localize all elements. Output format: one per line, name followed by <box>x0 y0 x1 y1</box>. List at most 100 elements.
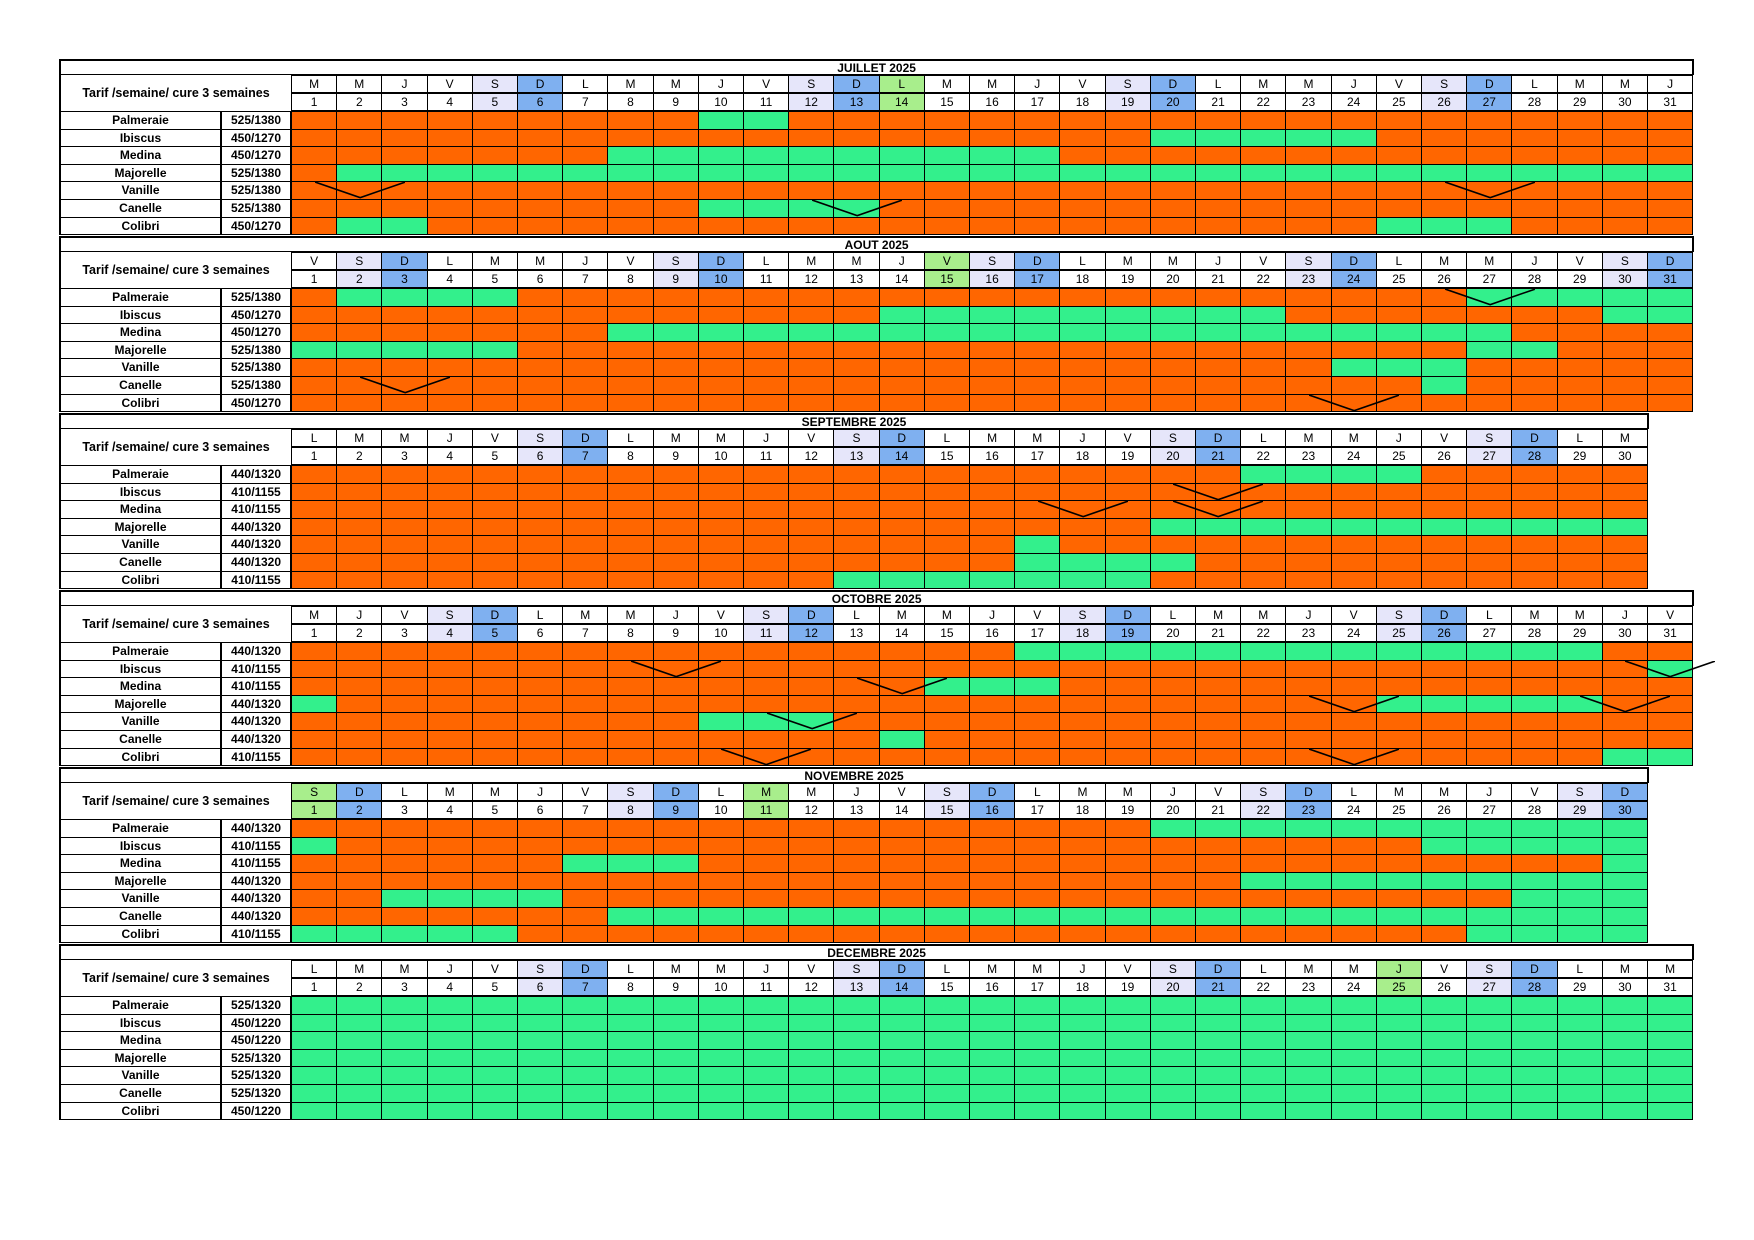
booked-day-cell[interactable] <box>381 517 428 537</box>
booked-day-cell[interactable] <box>471 570 518 590</box>
available-day-cell[interactable] <box>1195 305 1242 325</box>
booked-day-cell[interactable] <box>291 500 338 519</box>
booked-day-cell[interactable] <box>291 659 338 679</box>
booked-day-cell[interactable] <box>969 181 1016 200</box>
available-day-cell[interactable] <box>1421 1066 1468 1085</box>
booked-day-cell[interactable] <box>381 694 428 714</box>
booked-day-cell[interactable] <box>1466 570 1513 590</box>
booked-day-cell[interactable] <box>1059 500 1106 519</box>
booked-day-cell[interactable] <box>1601 642 1648 661</box>
booked-day-cell[interactable] <box>1330 535 1377 554</box>
available-day-cell[interactable] <box>1059 907 1106 926</box>
booked-day-cell[interactable] <box>743 482 790 502</box>
booked-day-cell[interactable] <box>471 146 518 165</box>
booked-day-cell[interactable] <box>1104 340 1151 360</box>
booked-day-cell[interactable] <box>607 659 654 679</box>
available-day-cell[interactable] <box>1330 996 1377 1015</box>
booked-day-cell[interactable] <box>426 323 473 342</box>
available-day-cell[interactable] <box>1466 323 1513 342</box>
booked-day-cell[interactable] <box>1556 482 1603 502</box>
available-day-cell[interactable] <box>833 1101 880 1121</box>
available-day-cell[interactable] <box>1149 996 1196 1015</box>
booked-day-cell[interactable] <box>652 111 699 130</box>
available-day-cell[interactable] <box>336 288 383 307</box>
booked-day-cell[interactable] <box>743 393 790 413</box>
booked-day-cell[interactable] <box>1330 854 1377 873</box>
booked-day-cell[interactable] <box>923 358 970 377</box>
booked-day-cell[interactable] <box>969 889 1016 908</box>
available-day-cell[interactable] <box>1375 996 1422 1015</box>
booked-day-cell[interactable] <box>969 358 1016 377</box>
available-day-cell[interactable] <box>1466 871 1513 891</box>
available-day-cell[interactable] <box>969 163 1016 183</box>
booked-day-cell[interactable] <box>1059 517 1106 537</box>
available-day-cell[interactable] <box>1601 854 1648 873</box>
booked-day-cell[interactable] <box>1059 535 1106 554</box>
booked-day-cell[interactable] <box>1421 854 1468 873</box>
booked-day-cell[interactable] <box>1195 889 1242 908</box>
available-day-cell[interactable] <box>607 323 654 342</box>
available-day-cell[interactable] <box>1556 1031 1603 1050</box>
booked-day-cell[interactable] <box>1375 677 1422 696</box>
booked-day-cell[interactable] <box>833 128 880 148</box>
booked-day-cell[interactable] <box>1195 216 1242 236</box>
available-day-cell[interactable] <box>1059 163 1106 183</box>
booked-day-cell[interactable] <box>1330 146 1377 165</box>
booked-day-cell[interactable] <box>291 907 338 926</box>
booked-day-cell[interactable] <box>336 305 383 325</box>
booked-day-cell[interactable] <box>562 199 609 218</box>
available-day-cell[interactable] <box>1601 871 1648 891</box>
available-day-cell[interactable] <box>426 1048 473 1068</box>
available-day-cell[interactable] <box>1149 163 1196 183</box>
available-day-cell[interactable] <box>1104 553 1151 572</box>
booked-day-cell[interactable] <box>743 340 790 360</box>
booked-day-cell[interactable] <box>1285 288 1332 307</box>
booked-day-cell[interactable] <box>1647 376 1694 395</box>
available-day-cell[interactable] <box>1511 1031 1558 1050</box>
booked-day-cell[interactable] <box>1647 712 1694 731</box>
booked-day-cell[interactable] <box>381 500 428 519</box>
available-day-cell[interactable] <box>1195 323 1242 342</box>
booked-day-cell[interactable] <box>336 712 383 731</box>
booked-day-cell[interactable] <box>878 659 925 679</box>
booked-day-cell[interactable] <box>471 553 518 572</box>
available-day-cell[interactable] <box>1556 996 1603 1015</box>
booked-day-cell[interactable] <box>1059 694 1106 714</box>
booked-day-cell[interactable] <box>1014 819 1061 838</box>
available-day-cell[interactable] <box>607 1013 654 1033</box>
booked-day-cell[interactable] <box>562 340 609 360</box>
available-day-cell[interactable] <box>969 570 1016 590</box>
available-day-cell[interactable] <box>1466 288 1513 307</box>
available-day-cell[interactable] <box>1647 1084 1694 1103</box>
available-day-cell[interactable] <box>1059 1101 1106 1121</box>
available-day-cell[interactable] <box>1330 871 1377 891</box>
booked-day-cell[interactable] <box>426 376 473 395</box>
booked-day-cell[interactable] <box>1421 924 1468 944</box>
booked-day-cell[interactable] <box>743 358 790 377</box>
available-day-cell[interactable] <box>1375 1084 1422 1103</box>
booked-day-cell[interactable] <box>291 889 338 908</box>
booked-day-cell[interactable] <box>517 482 564 502</box>
booked-day-cell[interactable] <box>607 747 654 767</box>
available-day-cell[interactable] <box>1601 1013 1648 1033</box>
available-day-cell[interactable] <box>562 854 609 873</box>
available-day-cell[interactable] <box>517 1013 564 1033</box>
booked-day-cell[interactable] <box>607 482 654 502</box>
available-day-cell[interactable] <box>1556 1013 1603 1033</box>
booked-day-cell[interactable] <box>1104 482 1151 502</box>
booked-day-cell[interactable] <box>471 907 518 926</box>
booked-day-cell[interactable] <box>1330 694 1377 714</box>
booked-day-cell[interactable] <box>1421 393 1468 413</box>
available-day-cell[interactable] <box>471 996 518 1015</box>
booked-day-cell[interactable] <box>562 181 609 200</box>
booked-day-cell[interactable] <box>1195 535 1242 554</box>
available-day-cell[interactable] <box>969 1031 1016 1050</box>
booked-day-cell[interactable] <box>607 340 654 360</box>
booked-day-cell[interactable] <box>1195 924 1242 944</box>
booked-day-cell[interactable] <box>607 712 654 731</box>
booked-day-cell[interactable] <box>1466 393 1513 413</box>
booked-day-cell[interactable] <box>336 517 383 537</box>
booked-day-cell[interactable] <box>381 659 428 679</box>
booked-day-cell[interactable] <box>1421 199 1468 218</box>
booked-day-cell[interactable] <box>1466 181 1513 200</box>
